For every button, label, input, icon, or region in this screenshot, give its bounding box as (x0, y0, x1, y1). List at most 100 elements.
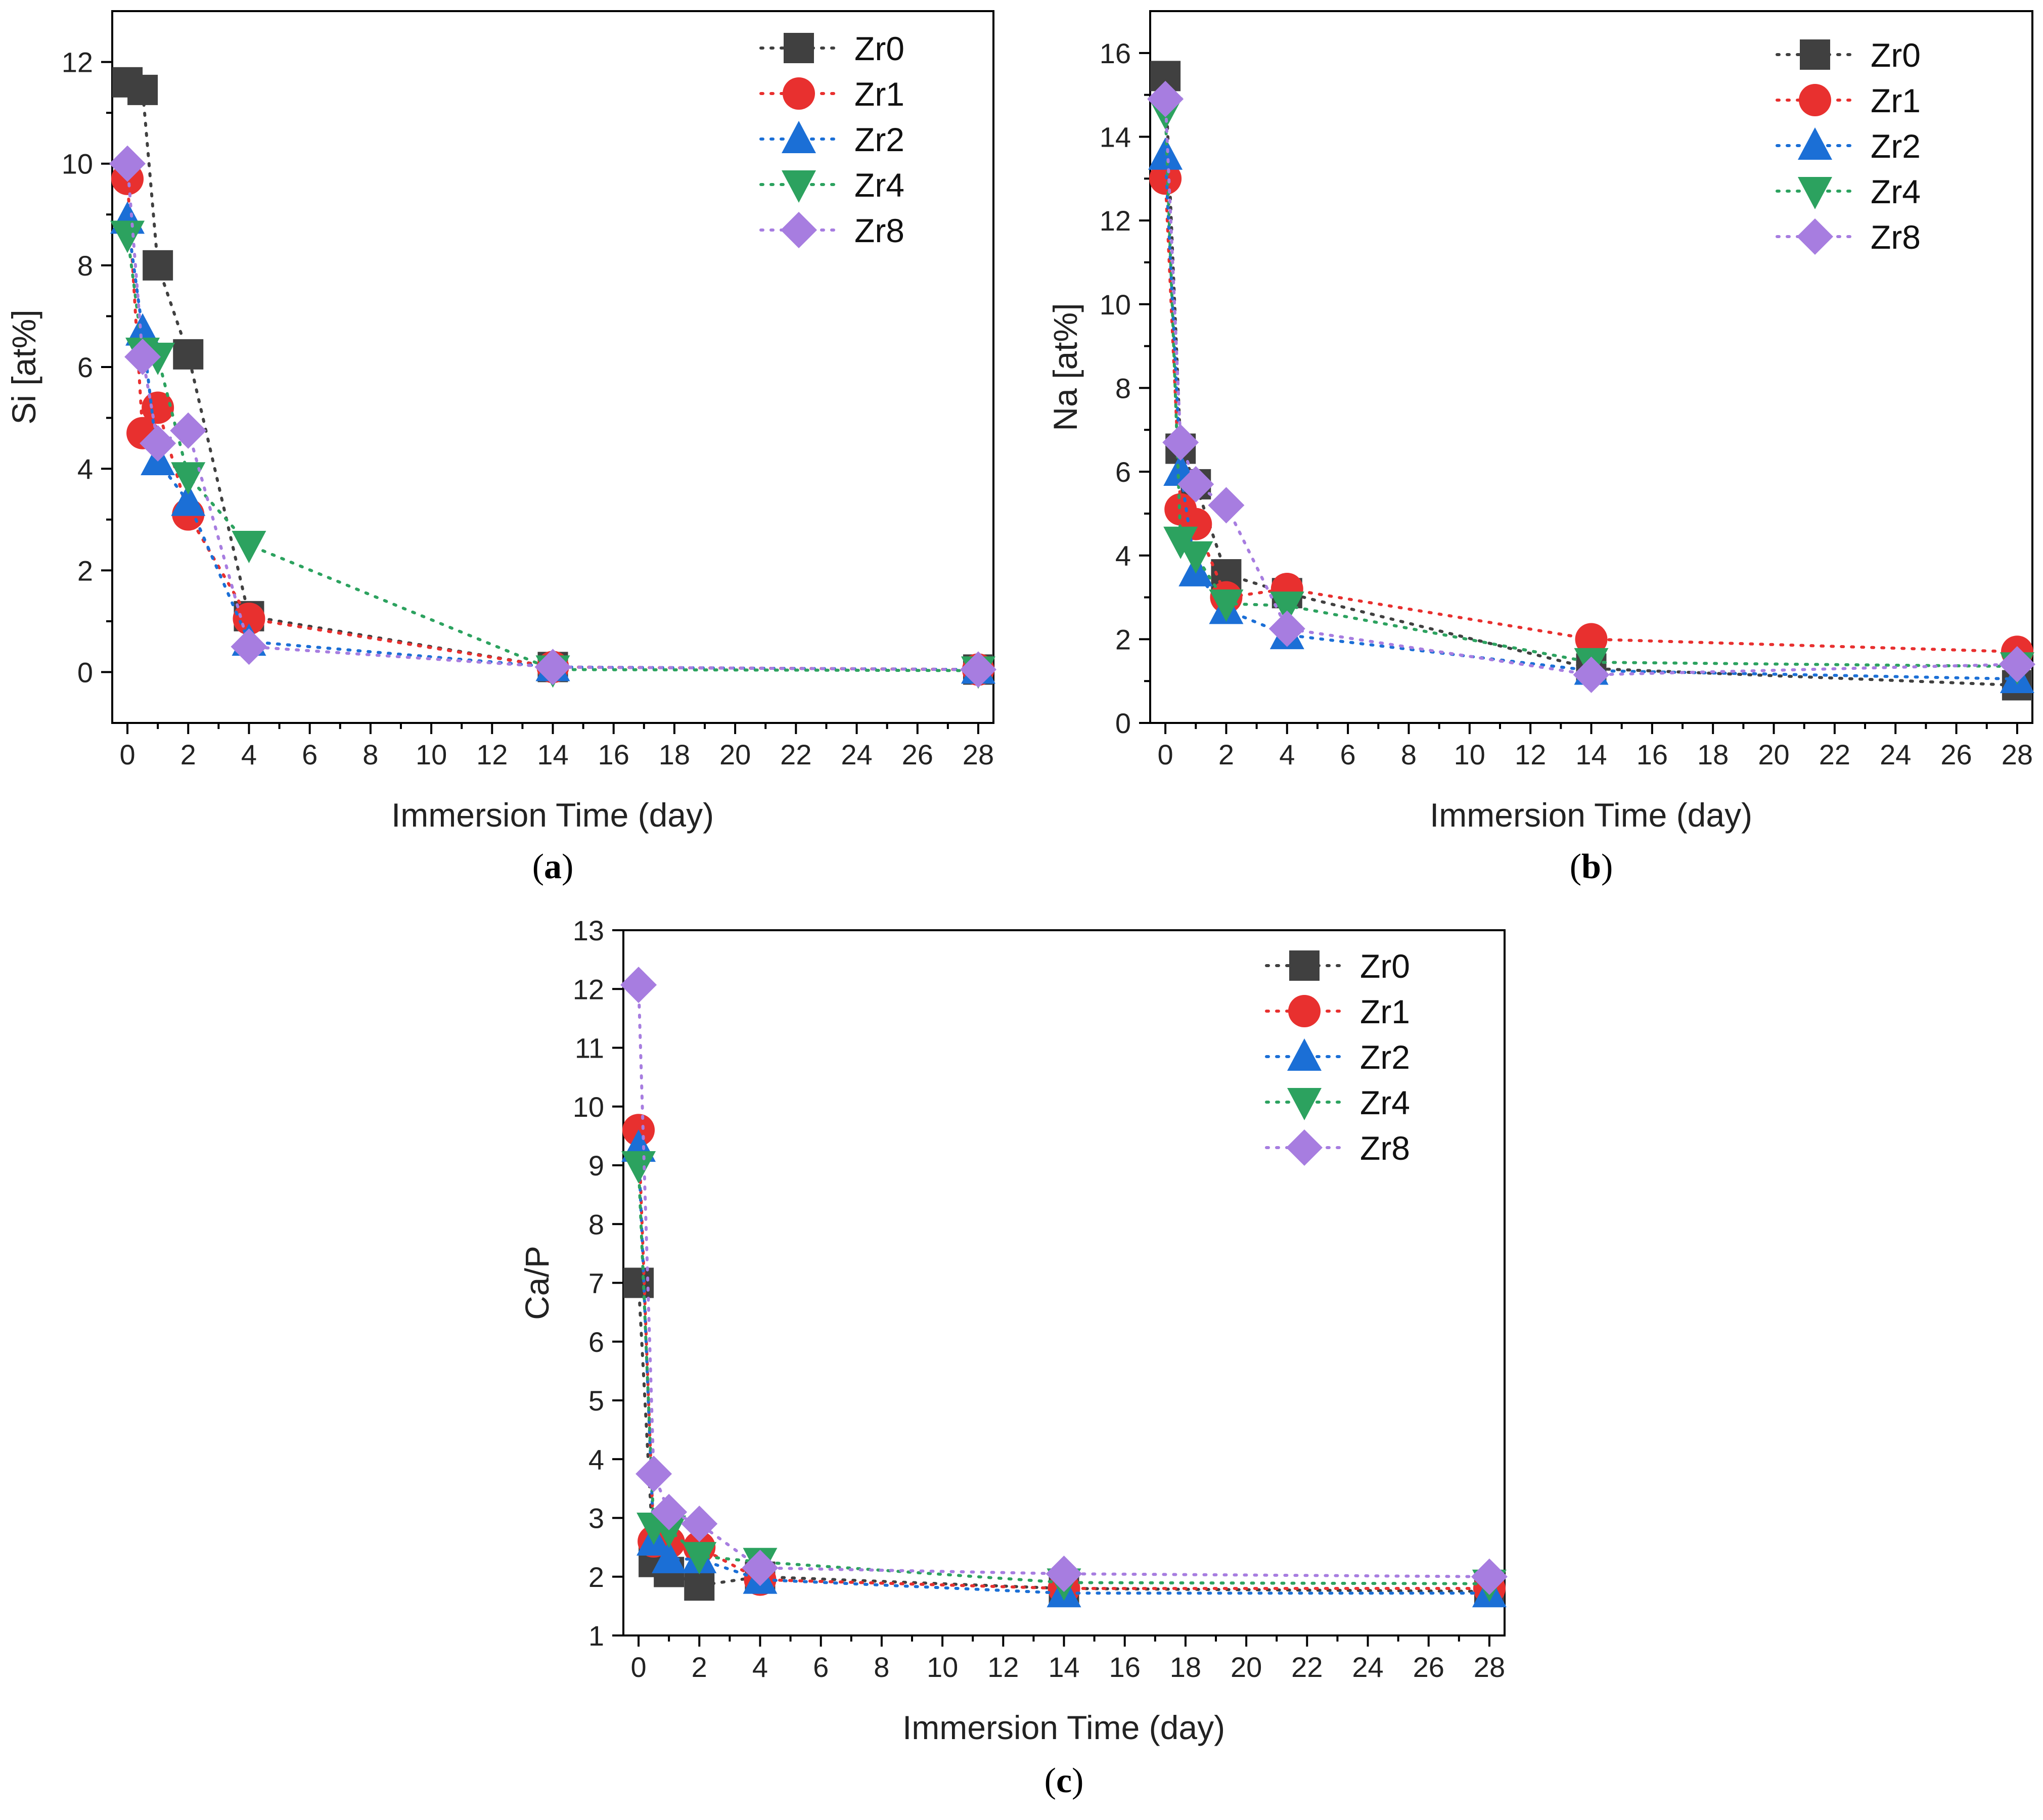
series-zr2 (621, 1129, 1507, 1608)
data-point (1162, 424, 1199, 461)
series-line-zr0 (637, 1281, 1491, 1593)
legend-marker (782, 121, 816, 153)
legend: Zr0 Zr1 Zr2 Zr4 Zr8 (1776, 36, 1921, 256)
series-line-zr4 (637, 1164, 1491, 1585)
x-tick-label: 22 (1819, 739, 1850, 770)
y-tick-label: 0 (77, 656, 93, 688)
data-point (125, 313, 160, 346)
legend-marker (1798, 177, 1832, 209)
x-axis-title: Immersion Time (day) (1430, 796, 1752, 834)
data-point (652, 1515, 687, 1548)
data-point (682, 1542, 717, 1575)
y-tick-label: 2 (77, 555, 93, 586)
y-tick-label: 10 (1100, 289, 1131, 321)
series-zr8 (109, 145, 996, 688)
legend-label: Zr2 (1360, 1038, 1410, 1076)
y-tick-label: 10 (62, 148, 93, 180)
legend-marker (1800, 39, 1830, 70)
data-point (1269, 592, 1304, 624)
x-axis-title: Immersion Time (day) (391, 796, 714, 834)
x-tick-label: 28 (1474, 1651, 1505, 1683)
x-tick-label: 20 (1231, 1651, 1262, 1683)
x-tick-label: 10 (1454, 739, 1485, 770)
data-point (1268, 610, 1305, 647)
series-zr1 (622, 1114, 1506, 1605)
panel-label: (c) (1045, 1761, 1084, 1800)
data-point (124, 338, 161, 375)
series-zr8 (1147, 80, 2035, 693)
legend-label: Zr1 (1360, 993, 1410, 1030)
y-tick-label: 6 (588, 1326, 604, 1358)
y-tick-label: 4 (588, 1443, 604, 1475)
chart-panel-c: 0 2 4 6 8 10 12 14 16 18 20 22 24 26 28123456789101112… (518, 915, 1508, 1800)
x-tick-label: 10 (927, 1651, 958, 1683)
legend-item-zr2: Zr2 (759, 121, 904, 158)
data-point (1999, 646, 2035, 683)
legend-label: Zr4 (1871, 173, 1921, 210)
data-point (1177, 466, 1214, 503)
x-tick-label: 2 (692, 1651, 707, 1683)
data-point (1575, 623, 1608, 656)
x-tick-label: 18 (659, 739, 690, 770)
y-tick-label: 4 (77, 453, 93, 485)
x-tick-label: 28 (2002, 739, 2033, 770)
legend-marker (1797, 218, 1833, 255)
x-tick-label: 20 (1758, 739, 1789, 770)
x-tick-label: 24 (841, 739, 872, 770)
legend-item-zr1: Zr1 (759, 75, 904, 113)
legend-label: Zr0 (854, 30, 904, 67)
series-zr0 (112, 67, 993, 685)
x-tick-label: 8 (874, 1651, 889, 1683)
data-point (110, 220, 145, 253)
legend-item-zr4: Zr4 (1776, 173, 1921, 210)
y-axis-title: Ca/P (518, 1246, 556, 1320)
legend-marker (782, 170, 816, 203)
legend-marker (1798, 127, 1832, 160)
data-point (1147, 80, 1184, 117)
x-tick-label: 4 (752, 1651, 768, 1683)
data-point (1208, 487, 1245, 524)
series-zr4 (1148, 97, 2034, 685)
legend-item-zr4: Zr4 (1265, 1084, 1410, 1121)
legend-marker (783, 77, 815, 110)
panel-label: (a) (532, 847, 574, 886)
y-tick-label: 2 (1115, 623, 1131, 655)
series-zr4 (621, 1151, 1507, 1602)
data-point (127, 74, 158, 105)
y-tick-label: 14 (1100, 121, 1131, 153)
y-tick-label: 6 (1115, 456, 1131, 488)
chart-panel-a: 0 2 4 6 8 10 12 14 16 18 20 22 24 26 28024681012Immers… (5, 10, 996, 886)
x-tick-label: 10 (416, 739, 447, 770)
y-tick-label: 4 (1115, 540, 1131, 572)
y-tick-label: 6 (77, 351, 93, 383)
data-point (621, 1151, 656, 1184)
panel-label: (b) (1570, 847, 1613, 886)
x-tick-label: 8 (362, 739, 378, 770)
legend-label: Zr8 (854, 212, 904, 249)
legend-item-zr8: Zr8 (759, 212, 904, 249)
data-point (681, 1506, 718, 1542)
x-tick-label: 18 (1170, 1651, 1201, 1683)
data-point (651, 1493, 688, 1530)
legend-label: Zr4 (1360, 1084, 1410, 1121)
y-tick-label: 8 (1115, 372, 1131, 404)
data-point (109, 145, 146, 182)
series-line-zr8 (126, 162, 980, 671)
data-point (620, 967, 657, 1004)
y-tick-label: 12 (1100, 205, 1131, 237)
data-point (171, 462, 206, 495)
x-tick-label: 26 (1940, 739, 1972, 770)
y-tick-label: 0 (1115, 707, 1131, 739)
legend-item-zr8: Zr8 (1776, 218, 1921, 256)
x-tick-label: 0 (630, 1651, 646, 1683)
x-tick-label: 16 (1109, 1651, 1141, 1683)
data-point (140, 425, 176, 462)
x-tick-label: 20 (719, 739, 751, 770)
data-point (635, 1455, 672, 1492)
series-zr8 (620, 967, 1508, 1595)
data-point (231, 628, 267, 665)
data-point (652, 1540, 687, 1573)
legend-label: Zr2 (854, 121, 904, 158)
data-point (623, 1267, 654, 1298)
series-line-zr0 (126, 80, 980, 671)
